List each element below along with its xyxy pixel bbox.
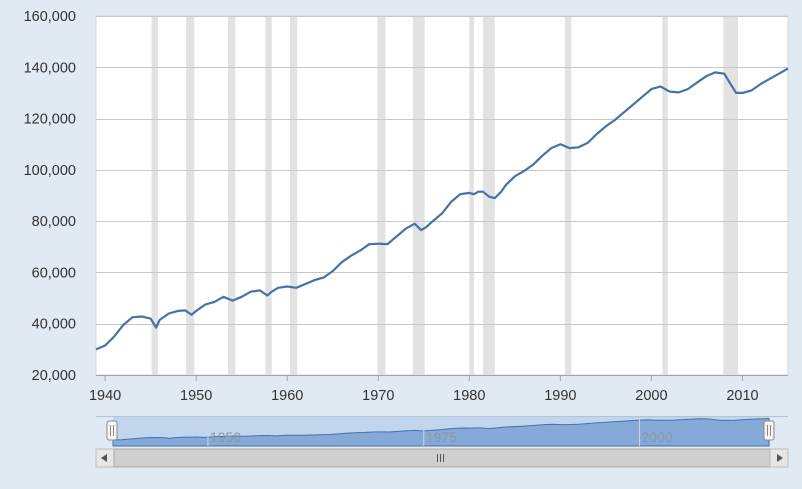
grip-icon — [437, 454, 444, 462]
navigator-handle-left[interactable] — [106, 420, 118, 441]
recession-band — [151, 16, 158, 375]
scrollbar-thumb[interactable] — [113, 448, 771, 468]
navigator-label: 2000 — [642, 429, 673, 445]
recession-band — [723, 16, 738, 375]
recession-band — [662, 16, 668, 375]
arrow-left-icon — [101, 454, 107, 462]
navigator-labels: 1950 1975 2000 — [207, 417, 673, 446]
y-tick-label: 20,000 — [32, 368, 76, 384]
recession-band — [412, 16, 425, 375]
x-tick-label: 1940 — [89, 388, 121, 404]
series-group — [95, 67, 789, 351]
recession-band — [564, 16, 572, 375]
x-axis: 1940 1950 1960 1970 1980 1990 2000 2010 — [89, 375, 788, 404]
plot-area — [95, 15, 789, 376]
y-tick-label: 80,000 — [32, 214, 76, 230]
arrow-right-icon — [777, 454, 783, 462]
y-tick-label: 160,000 — [24, 9, 76, 25]
recession-band — [186, 16, 195, 375]
x-tick-label: 2010 — [726, 388, 758, 404]
y-tick-label: 120,000 — [24, 112, 76, 128]
y-tick-label: 60,000 — [32, 265, 76, 281]
x-tick-label: 1970 — [362, 388, 394, 404]
recession-band — [377, 16, 386, 375]
x-tick-label: 1990 — [544, 388, 576, 404]
navigator-area — [112, 417, 770, 447]
y-tick-label: 140,000 — [24, 60, 76, 76]
x-tick-label: 2000 — [635, 388, 667, 404]
y-tick-label: 40,000 — [32, 317, 76, 333]
navigator[interactable]: 1950 1975 2000 — [96, 416, 788, 447]
y-axis: 20,000 40,000 60,000 80,000 100,000 120,000 14… — [24, 9, 76, 384]
recession-band — [265, 16, 272, 375]
x-tick-label: 1980 — [453, 388, 485, 404]
x-tick-label: 1950 — [180, 388, 212, 404]
recession-band — [228, 16, 236, 375]
navigator-handle-right[interactable] — [763, 420, 775, 441]
navigator-label: 1950 — [210, 429, 241, 445]
recession-bands — [151, 16, 738, 375]
scrollbar[interactable] — [95, 448, 789, 468]
y-tick-label: 100,000 — [24, 163, 76, 179]
x-tick-label: 1960 — [271, 388, 303, 404]
navigator-label: 1975 — [426, 429, 457, 445]
recession-band — [289, 16, 298, 375]
recession-band — [469, 16, 474, 375]
series-line — [95, 67, 789, 351]
